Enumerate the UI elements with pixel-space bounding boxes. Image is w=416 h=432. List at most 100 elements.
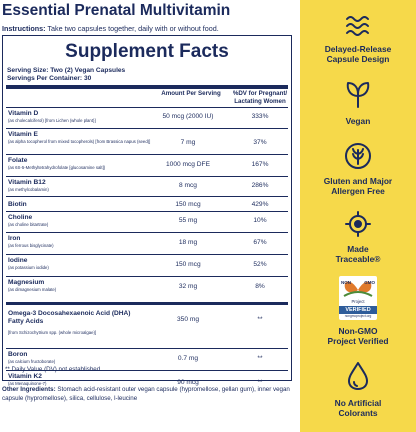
instructions: Instructions: Take two capsules together… <box>2 24 219 33</box>
other-ingredients-text: Stomach acid-resistant outer vegan capsu… <box>2 386 290 402</box>
nutrient-amount: 90 mcg <box>177 379 199 386</box>
nutrient-amount: 7 mg <box>180 139 196 146</box>
nutrient-name: Vitamin E <box>8 131 38 138</box>
nutrient-dv: 167% <box>251 161 269 168</box>
nutrient-dv: 10% <box>253 217 267 224</box>
feature-gluten-free: Gluten and Major Allergen Free <box>300 176 416 196</box>
feature-label: Non-GMO <box>338 326 378 336</box>
nutrient-source: (as calcium fructoborate) <box>8 359 56 364</box>
table-row: Omega-3 Docosahexaenoic Acid (DHA) Fatty… <box>6 308 288 348</box>
features-sidebar: Delayed-Release Capsule Design Vegan <box>300 0 416 432</box>
feature-delayed-release: Delayed-Release Capsule Design <box>300 44 416 64</box>
serving-size: Serving Size: Two (2) Vegan Capsules <box>7 67 126 74</box>
table-row: Choline (as choline bitartrate) 55 mg 10… <box>6 211 288 233</box>
nutrient-source: (as choline bitartrate) <box>8 222 49 227</box>
table-row: Vitamin B12 (as methylcobalamin) 8 mcg 2… <box>6 176 288 197</box>
feature-label: Traceable® <box>335 254 381 264</box>
table-row: Vitamin D (as cholecalciferol) [from Lic… <box>6 107 288 129</box>
feature-made-traceable: Made Traceable® <box>300 244 416 264</box>
header-amount-per-serving: Amount Per Serving <box>161 90 221 97</box>
nutrient-dv: 52% <box>253 261 267 268</box>
feature-label: Vegan <box>345 116 371 126</box>
table-row: Iron (as ferrous bisglycinate) 18 mg 67% <box>6 232 288 255</box>
nutrient-amount: 1000 mcg DFE <box>166 161 210 168</box>
traceable-icon <box>345 211 371 237</box>
badge-text-verified: VERIFIED <box>345 307 371 313</box>
nutrient-amount: 0.7 mg <box>177 355 199 362</box>
wheat-free-icon <box>345 143 371 169</box>
non-gmo-badge-icon: NON GMO Project VERIFIED nongmoproject.o… <box>339 276 377 320</box>
nutrient-name: Magnesium <box>8 279 45 286</box>
nutrient-amount: 150 mcg <box>175 261 201 268</box>
feature-label: No Artificial <box>334 398 382 408</box>
feature-label: Made <box>347 244 369 254</box>
nutrient-name: Folate <box>8 157 28 164</box>
drop-icon <box>348 362 368 390</box>
nutrient-name: Vitamin B12 <box>8 179 46 186</box>
other-ingredients: Other Ingredients: Stomach acid-resistan… <box>2 386 298 403</box>
badge-text-non: NON <box>341 280 351 285</box>
nutrient-source: (as potassium iodide) <box>8 265 49 270</box>
table-row: Boron (as calcium fructoborate) 0.7 mg *… <box>6 348 288 371</box>
nutrient-name: Vitamin D <box>8 110 39 117</box>
nutrient-amount: 32 mg <box>178 283 198 290</box>
divider-thick <box>6 85 288 89</box>
servings-per-container: Servings Per Container: 30 <box>7 75 92 82</box>
badge-text-url: nongmoproject.org <box>344 314 372 318</box>
table-row: Biotin 150 mcg 429% <box>6 196 288 212</box>
table-row: Iodine (as potassium iodide) 150 mcg 52% <box>6 254 288 277</box>
table-row: Magnesium (as dimagnesium malate) 32 mg … <box>6 276 288 303</box>
nutrient-name: Iron <box>8 235 21 242</box>
nutrient-source: (as ferrous bisglycinate) <box>8 243 54 248</box>
other-ingredients-label: Other Ingredients: <box>2 386 56 393</box>
supplement-facts-title: Supplement Facts <box>65 41 229 62</box>
feature-label: Colorants <box>338 408 378 418</box>
instructions-text: Take two capsules together, daily with o… <box>45 24 219 33</box>
nutrient-source: [from Schizochytrium spp. (whole microal… <box>8 330 97 335</box>
footnote: ** Daily Value (DV) not established. <box>5 366 102 373</box>
nutrient-name: Omega-3 Docosahexaenoic Acid (DHA) Fatty… <box>8 310 131 325</box>
nutrient-dv: 286% <box>251 182 269 189</box>
nutrient-source: (as cholecalciferol) [from Lichen (whole… <box>8 118 96 123</box>
nutrient-source: (as 6S-5-Methyltetrahydrofolate [glucosa… <box>8 165 106 170</box>
waves-icon <box>346 16 369 36</box>
supplement-facts-panel: Supplement Facts Serving Size: Two (2) V… <box>2 35 292 386</box>
divider-thick <box>6 302 288 305</box>
nutrient-dv: 8% <box>255 283 265 290</box>
nutrient-dv: ** <box>257 379 263 386</box>
nutrient-amount: 18 mg <box>178 239 198 246</box>
header-daily-value: %DV for Pregnant/ Lactating Women <box>232 90 288 105</box>
nutrient-dv: ** <box>257 355 263 362</box>
nutrient-dv: ** <box>257 316 263 323</box>
nutrient-dv: 333% <box>251 113 269 120</box>
feature-label: Allergen Free <box>331 186 385 196</box>
nutrient-name: Biotin <box>8 201 27 208</box>
table-row: Folate (as 6S-5-Methyltetrahydrofolate [… <box>6 154 288 177</box>
badge-verified-band: VERIFIED <box>339 306 377 314</box>
nutrient-amount: 8 mcg <box>179 182 197 189</box>
feature-label: Capsule Design <box>326 54 390 64</box>
nutrient-dv: 67% <box>253 239 267 246</box>
butterfly-icon <box>343 281 373 297</box>
leaf-icon <box>346 82 370 108</box>
feature-label: Project Verified <box>327 336 389 346</box>
nutrient-name: Boron <box>8 351 28 358</box>
nutrient-source: (as dimagnesium malate) <box>8 287 57 292</box>
nutrient-amount: 50 mcg (2000 IU) <box>162 113 214 120</box>
feature-label: Delayed-Release <box>324 44 392 54</box>
nutrient-amount: 350 mg <box>177 316 199 323</box>
nutrient-amount: 150 mcg <box>175 201 201 208</box>
nutrient-name: Choline <box>8 214 33 221</box>
feature-non-gmo: Non-GMO Project Verified <box>300 326 416 346</box>
badge-text-gmo: GMO <box>364 280 375 285</box>
feature-no-colorants: No Artificial Colorants <box>300 398 416 418</box>
nutrient-source: (as methylcobalamin) <box>8 187 49 192</box>
nutrient-dv: 37% <box>253 139 267 146</box>
nutrient-amount: 55 mg <box>178 217 198 224</box>
badge-text-project: Project <box>351 299 365 304</box>
product-title: Essential Prenatal Multivitamin <box>2 2 231 19</box>
nutrient-dv: 429% <box>251 201 269 208</box>
feature-vegan: Vegan <box>300 116 416 126</box>
table-row: Vitamin K2 (as Menaquinone-7) 90 mcg ** <box>6 370 288 395</box>
serving-info: Serving Size: Two (2) Vegan Capsules Ser… <box>7 67 125 83</box>
